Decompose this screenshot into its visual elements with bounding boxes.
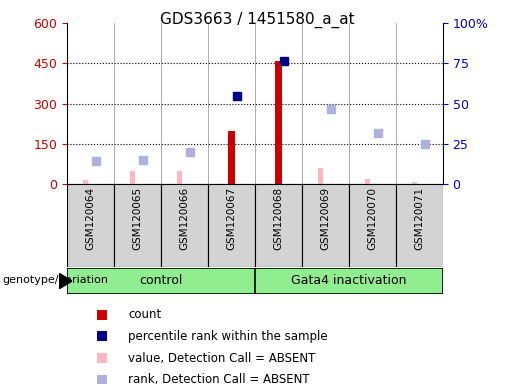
Text: GSM120065: GSM120065 [132,187,143,250]
Bar [161,184,208,267]
Bar [318,168,323,184]
Bar [255,184,302,267]
Bar [302,184,349,267]
Bar [396,184,443,267]
Text: GSM120067: GSM120067 [227,187,236,250]
Bar [349,184,396,267]
Text: genotype/variation: genotype/variation [3,275,109,285]
Text: value, Detection Call = ABSENT: value, Detection Call = ABSENT [128,352,316,364]
Bar [228,131,235,184]
Text: GSM120070: GSM120070 [367,187,377,250]
Text: count: count [128,308,162,321]
Bar [83,180,88,184]
Text: GSM120071: GSM120071 [415,187,424,250]
Text: GSM120066: GSM120066 [179,187,190,250]
Text: rank, Detection Call = ABSENT: rank, Detection Call = ABSENT [128,373,310,384]
Text: control: control [139,274,183,287]
Bar [208,184,255,267]
Text: GSM120069: GSM120069 [320,187,331,250]
Bar [177,171,182,184]
Bar [365,179,370,184]
Text: Gata4 inactivation: Gata4 inactivation [291,274,407,287]
Bar [413,182,417,184]
Text: GSM120068: GSM120068 [273,187,283,250]
Text: GSM120064: GSM120064 [85,187,95,250]
Bar [114,184,161,267]
Bar [67,184,114,267]
Bar [275,61,282,184]
Text: GDS3663 / 1451580_a_at: GDS3663 / 1451580_a_at [160,12,355,28]
Bar [130,171,135,184]
Polygon shape [59,273,72,289]
Text: percentile rank within the sample: percentile rank within the sample [128,330,328,343]
